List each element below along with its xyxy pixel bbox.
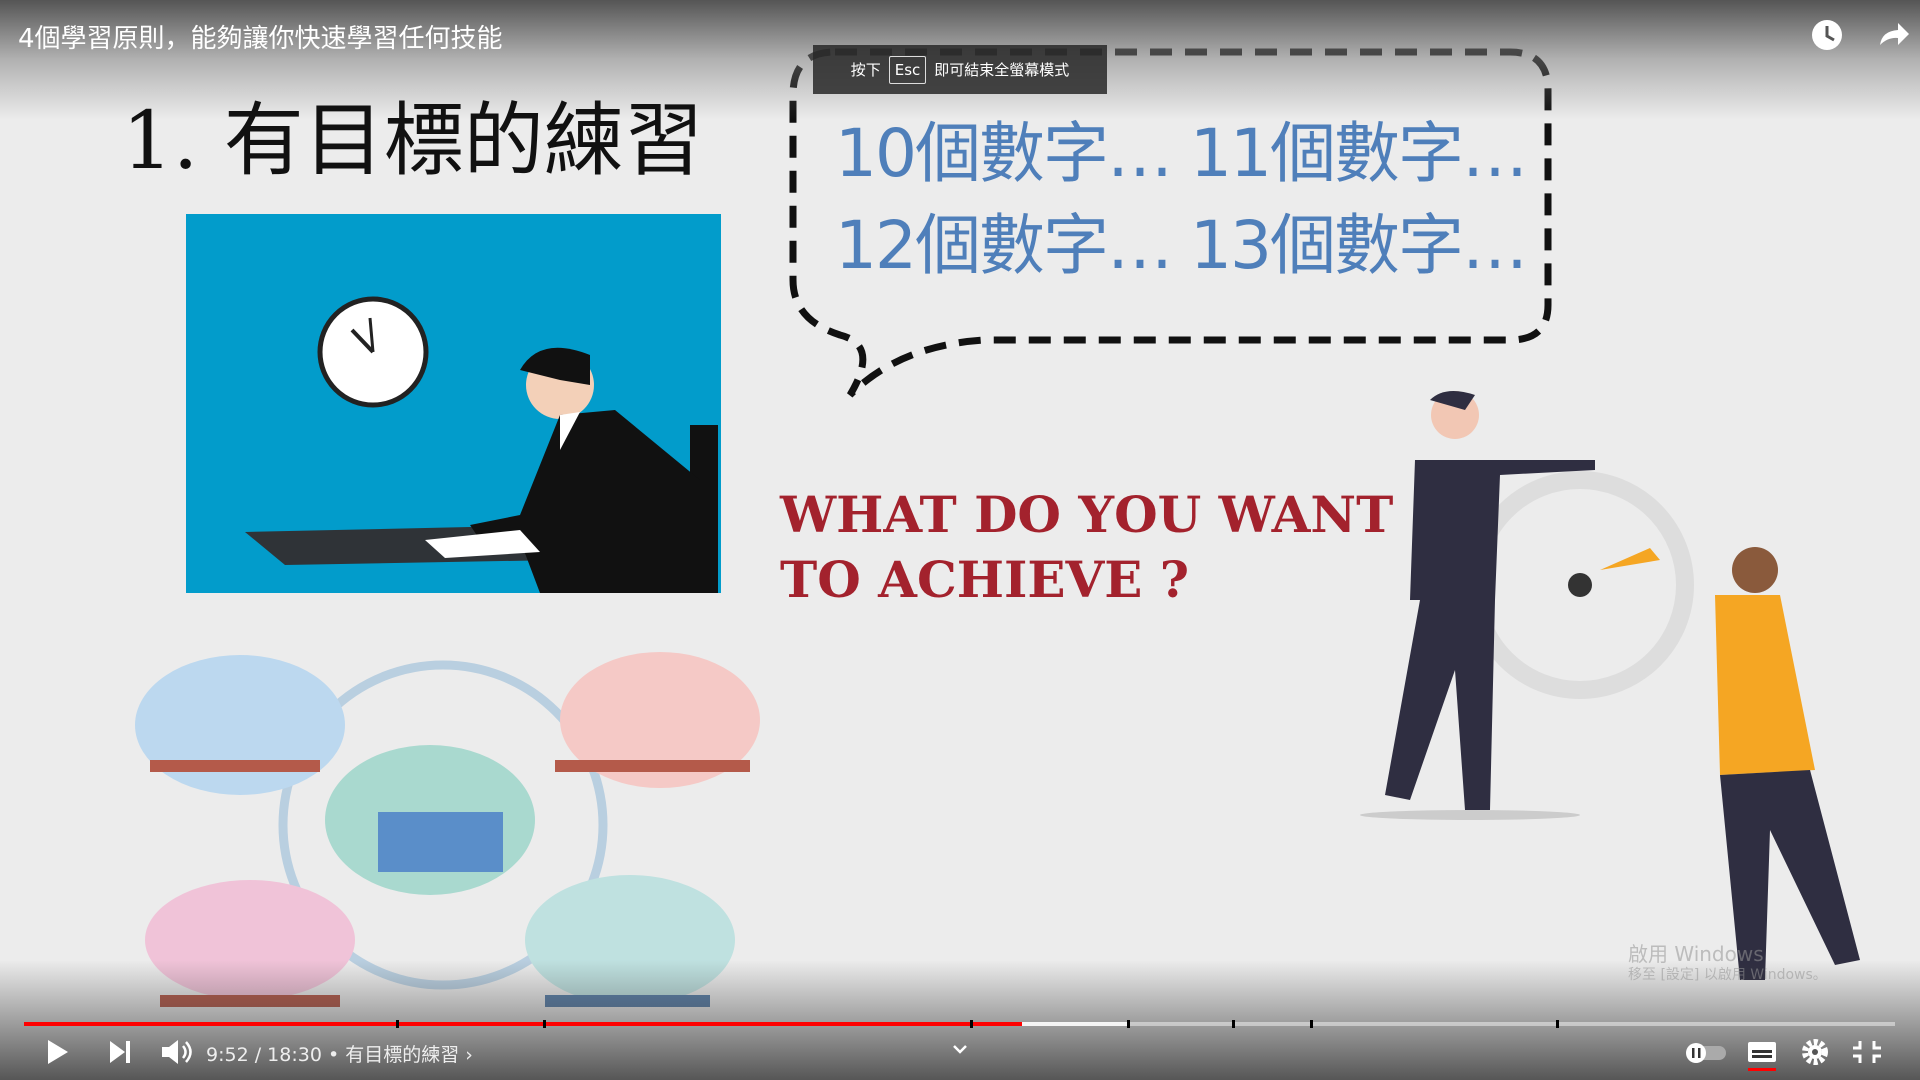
captions-button[interactable] <box>1748 1042 1776 1071</box>
play-button[interactable] <box>48 1040 68 1064</box>
time-display: 9:52 / 18:30 • 有目標的練習 › <box>206 1040 473 1067</box>
watermark-line: 移至 [設定] 以啟用 Windows。 <box>1628 967 1827 983</box>
share-icon[interactable] <box>1880 23 1909 45</box>
exit-fullscreen-button[interactable] <box>1853 1041 1881 1063</box>
watermark-line: 啟用 Windows <box>1628 942 1764 966</box>
progress-buffered <box>1022 1022 1127 1026</box>
bubble-line: 10個數字… 11個數字… <box>835 115 1528 192</box>
video-title: 4個學習原則，能夠讓你快速學習任何技能 <box>18 24 503 54</box>
bubble-line: 12個數字… 13個數字… <box>835 207 1528 284</box>
notice-key: Esc <box>888 55 927 84</box>
next-button[interactable] <box>110 1041 130 1063</box>
chapter-title[interactable]: • 有目標的練習 › <box>327 1044 473 1066</box>
autoplay-toggle[interactable] <box>1686 1043 1726 1063</box>
question-line: TO ACHIEVE ? <box>780 550 1190 609</box>
time: 9:52 / 18:30 <box>206 1044 322 1066</box>
watch-later-icon[interactable] <box>1812 20 1842 50</box>
notice-prefix: 按下 <box>850 61 881 79</box>
controls <box>24 1020 1895 1071</box>
notice-suffix: 即可結束全螢幕模式 <box>934 61 1070 79</box>
settings-button[interactable] <box>1802 1039 1828 1065</box>
volume-button[interactable] <box>162 1040 192 1064</box>
chapter-gaps <box>396 1020 1559 1028</box>
chevron[interactable] <box>953 1045 967 1054</box>
slide-heading: 1. 有目標的練習 <box>122 94 704 187</box>
progress-played <box>24 1022 1022 1026</box>
question-line: WHAT DO YOU WANT <box>780 485 1394 544</box>
bottom-gradient <box>0 960 1920 1080</box>
fullscreen-notice: 按下 Esc 即可結束全螢幕模式 <box>813 45 1107 94</box>
top-icons <box>1812 20 1909 50</box>
